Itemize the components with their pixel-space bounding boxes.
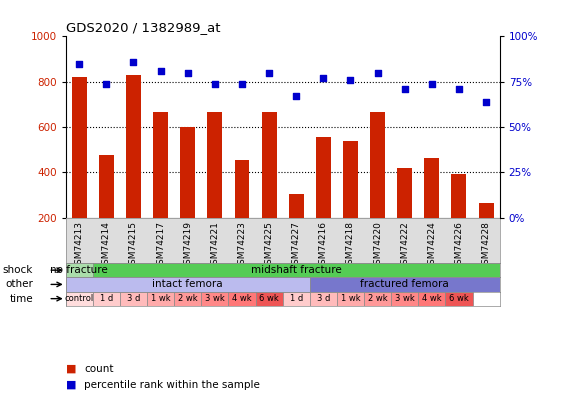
Text: 1 wk: 1 wk [151, 294, 170, 303]
Point [183, 70, 192, 76]
Point [373, 70, 382, 76]
Bar [202, 292, 228, 306]
Bar [364, 292, 391, 306]
Text: GSM74218: GSM74218 [346, 222, 355, 271]
Bar [424, 158, 439, 218]
Bar [478, 203, 493, 218]
Point [400, 86, 409, 92]
Text: GSM74227: GSM74227 [292, 222, 301, 270]
Point [264, 70, 274, 76]
Point [346, 77, 355, 83]
Text: 3 d: 3 d [127, 294, 140, 303]
Text: control: control [65, 294, 94, 303]
Bar [120, 292, 147, 306]
Text: 1 d: 1 d [100, 294, 113, 303]
Text: other: other [5, 279, 33, 290]
Bar [309, 277, 500, 292]
Text: GSM74228: GSM74228 [481, 222, 490, 270]
Text: GSM74215: GSM74215 [129, 222, 138, 271]
Text: ■: ■ [66, 380, 76, 390]
Text: ■: ■ [66, 364, 76, 373]
Point [319, 75, 328, 81]
Text: GSM74213: GSM74213 [75, 222, 84, 271]
Text: 4 wk: 4 wk [232, 294, 252, 303]
Point [238, 80, 247, 87]
Text: time: time [10, 294, 33, 304]
Text: shock: shock [3, 265, 33, 275]
Point [129, 59, 138, 65]
Text: percentile rank within the sample: percentile rank within the sample [84, 380, 260, 390]
Bar [343, 141, 358, 218]
Text: no fracture: no fracture [50, 265, 108, 275]
Bar [283, 292, 309, 306]
Point [75, 60, 84, 67]
Bar [126, 75, 141, 218]
Point [102, 80, 111, 87]
Bar [262, 112, 276, 218]
Bar [66, 277, 309, 292]
Bar [180, 127, 195, 218]
Bar [255, 292, 283, 306]
Text: GSM74217: GSM74217 [156, 222, 165, 271]
Bar [153, 112, 168, 218]
Bar [72, 77, 87, 218]
Text: GSM74220: GSM74220 [373, 222, 382, 270]
Text: GSM74219: GSM74219 [183, 222, 192, 271]
Text: 4 wk: 4 wk [422, 294, 441, 303]
Text: 3 wk: 3 wk [205, 294, 225, 303]
Bar [418, 292, 445, 306]
Text: GSM74222: GSM74222 [400, 222, 409, 270]
Text: 6 wk: 6 wk [259, 294, 279, 303]
Text: intact femora: intact femora [152, 279, 223, 290]
Bar [207, 112, 222, 218]
Bar [309, 292, 337, 306]
Text: 2 wk: 2 wk [368, 294, 387, 303]
Bar [452, 173, 467, 218]
Text: 6 wk: 6 wk [449, 294, 469, 303]
Text: 1 wk: 1 wk [341, 294, 360, 303]
Bar [93, 292, 120, 306]
Bar [397, 168, 412, 218]
Text: count: count [84, 364, 114, 373]
Text: 3 d: 3 d [317, 294, 330, 303]
Point [427, 80, 436, 87]
Text: GSM74214: GSM74214 [102, 222, 111, 270]
Text: GDS2020 / 1382989_at: GDS2020 / 1382989_at [66, 21, 220, 34]
Bar [391, 292, 418, 306]
Bar [66, 292, 93, 306]
Text: 2 wk: 2 wk [178, 294, 198, 303]
Text: GSM74223: GSM74223 [238, 222, 247, 270]
Text: GSM74224: GSM74224 [427, 222, 436, 270]
Point [156, 68, 165, 74]
Text: midshaft fracture: midshaft fracture [251, 265, 341, 275]
Bar [147, 292, 174, 306]
Text: 3 wk: 3 wk [395, 294, 415, 303]
Bar [316, 137, 331, 218]
Text: GSM74226: GSM74226 [455, 222, 464, 270]
Bar [445, 292, 473, 306]
Bar [174, 292, 202, 306]
Text: GSM74216: GSM74216 [319, 222, 328, 271]
Bar [228, 292, 255, 306]
Text: GSM74225: GSM74225 [264, 222, 274, 270]
Point [455, 86, 464, 92]
Bar [235, 160, 250, 218]
Point [481, 98, 490, 105]
Bar [370, 112, 385, 218]
Text: 1 d: 1 d [289, 294, 303, 303]
Point [292, 93, 301, 100]
Bar [337, 292, 364, 306]
Text: GSM74221: GSM74221 [210, 222, 219, 270]
Bar [289, 194, 304, 218]
Text: fractured femora: fractured femora [360, 279, 449, 290]
Bar [99, 156, 114, 218]
Point [210, 80, 219, 87]
Bar [66, 263, 93, 277]
